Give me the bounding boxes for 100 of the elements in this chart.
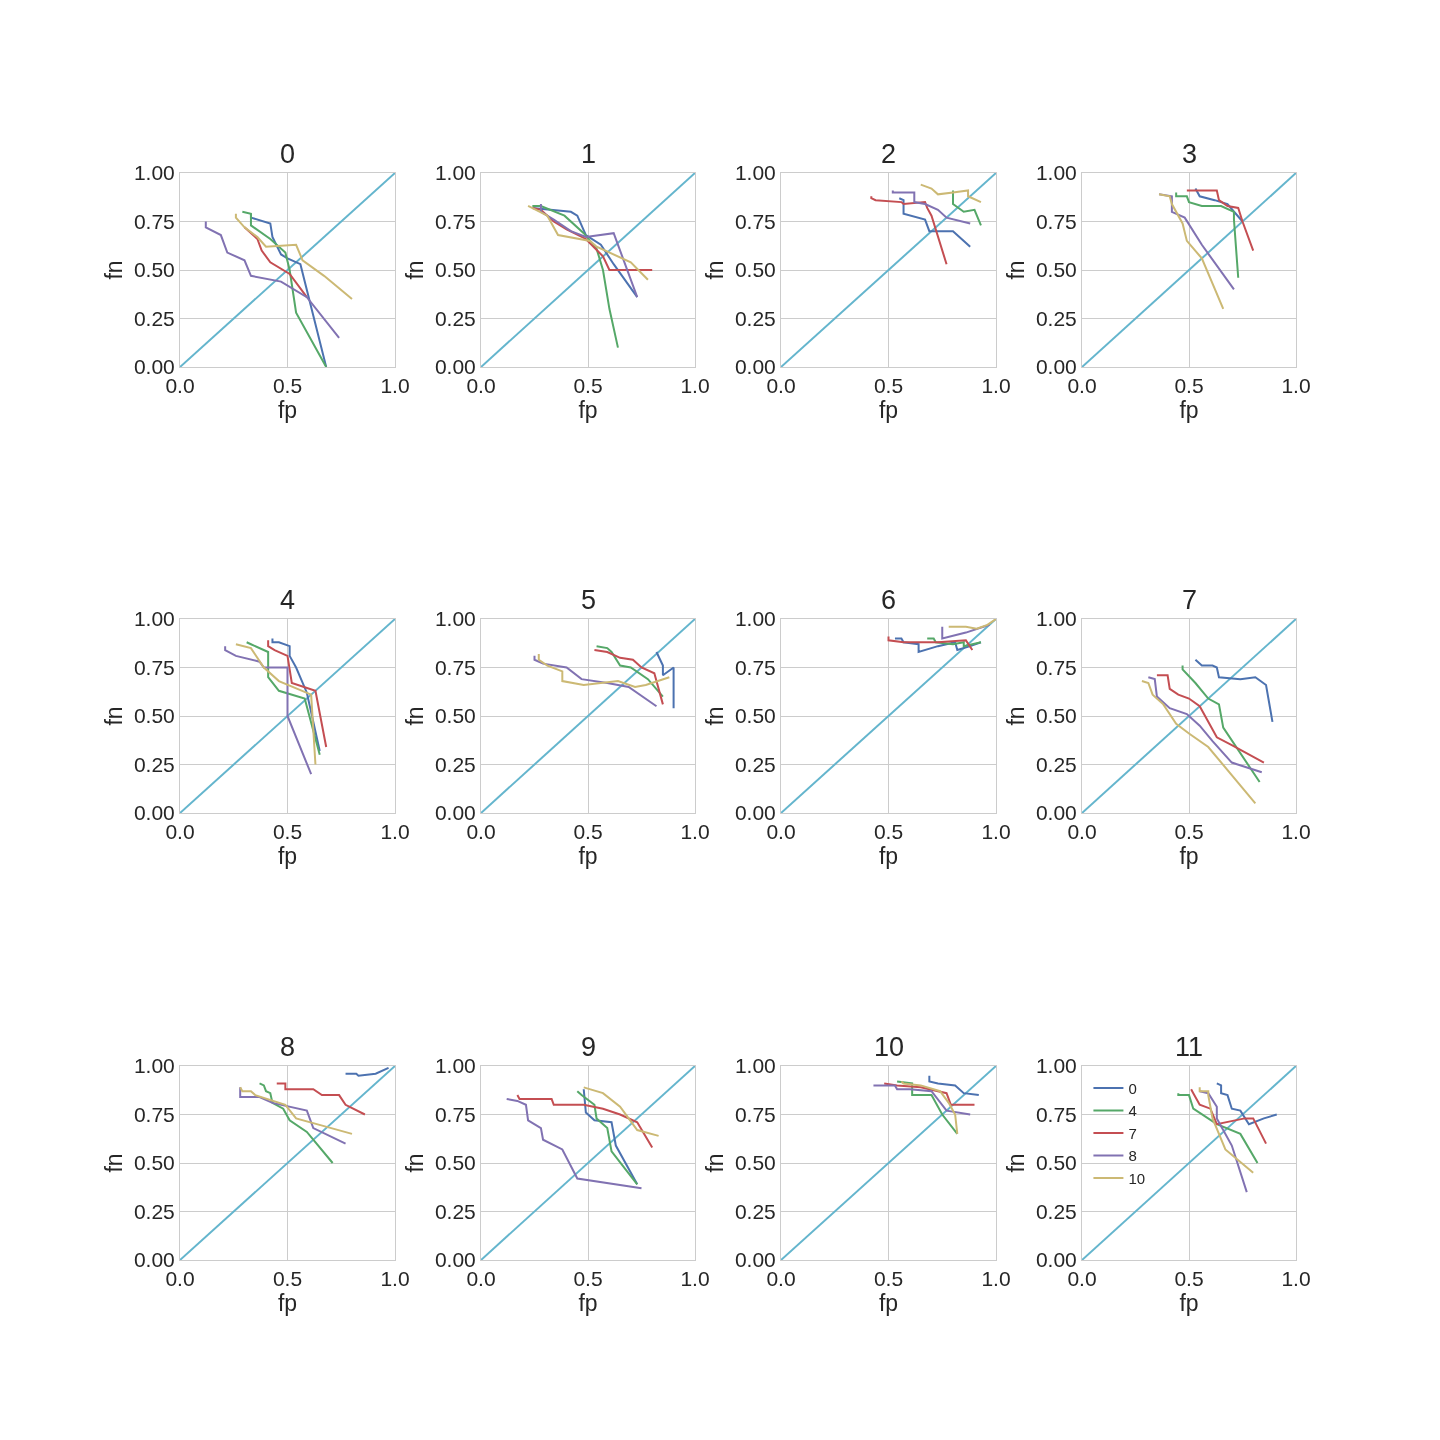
y-tick-label: 0.25 xyxy=(434,752,476,776)
y-tick-label: 0.50 xyxy=(734,704,776,728)
y-tick-label: 0.75 xyxy=(133,1102,175,1126)
line-series xyxy=(245,641,321,756)
y-axis-title: fn xyxy=(402,706,429,726)
line-series xyxy=(919,183,982,204)
y-tick-label: 1.00 xyxy=(1035,1054,1077,1078)
chart-title: 1 xyxy=(581,139,597,169)
x-tick-label: 1.0 xyxy=(680,374,710,398)
y-tick-label: 0.75 xyxy=(1035,209,1077,233)
legend-label: 8 xyxy=(1128,1147,1137,1165)
x-tick-label: 0.5 xyxy=(573,1267,603,1291)
y-tick-label: 1.00 xyxy=(734,161,776,185)
line-series xyxy=(533,654,658,708)
y-tick-label: 0.50 xyxy=(1035,1151,1077,1175)
y-tick-label: 0.75 xyxy=(133,209,175,233)
y-tick-label: 0.75 xyxy=(734,655,776,679)
line-series xyxy=(1198,1090,1248,1194)
y-tick-label: 0.75 xyxy=(1035,655,1077,679)
y-tick-label: 1.00 xyxy=(734,607,776,631)
x-axis-title: fp xyxy=(578,843,598,870)
line-series xyxy=(224,645,313,776)
x-tick-label: 0.5 xyxy=(573,374,603,398)
y-tick-label: 0.75 xyxy=(1035,1102,1077,1126)
x-tick-label: 1.0 xyxy=(1281,1267,1311,1291)
x-axis-title: fp xyxy=(277,843,298,870)
line-series xyxy=(1177,1092,1259,1164)
line-series xyxy=(239,1086,353,1135)
y-axis-title: fn xyxy=(702,1153,729,1173)
y-tick-label: 1.00 xyxy=(1035,161,1077,185)
y-tick-label: 1.00 xyxy=(434,161,476,185)
line-series xyxy=(928,1074,980,1097)
chart-title: 9 xyxy=(581,1032,597,1062)
y-tick-label: 0.50 xyxy=(133,258,175,282)
line-series xyxy=(234,643,317,766)
x-tick-label: 0.5 xyxy=(1174,1267,1204,1291)
x-axis-title: fp xyxy=(1179,1290,1199,1317)
line-series xyxy=(872,1084,972,1116)
y-axis-title: fn xyxy=(702,260,729,280)
line-series xyxy=(239,1086,347,1145)
x-axis-title: fp xyxy=(578,397,598,424)
chart-title: 3 xyxy=(1182,139,1198,169)
y-tick-label: 0.25 xyxy=(133,752,175,776)
chart-title: 2 xyxy=(881,139,897,169)
y-tick-label: 0.25 xyxy=(734,306,776,330)
line-series xyxy=(1198,1086,1255,1174)
line-series xyxy=(941,623,991,640)
x-tick-label: 1.0 xyxy=(380,374,410,398)
line-series xyxy=(258,1082,334,1164)
line-series xyxy=(1194,187,1244,223)
x-tick-label: 1.0 xyxy=(380,1267,410,1291)
line-series xyxy=(537,652,671,688)
line-series xyxy=(267,639,328,749)
x-tick-label: 1.0 xyxy=(981,374,1011,398)
line-series xyxy=(1181,664,1261,783)
x-tick-label: 1.0 xyxy=(380,820,410,844)
y-tick-label: 1.00 xyxy=(133,1054,175,1078)
y-tick-label: 0.50 xyxy=(434,1151,476,1175)
y-tick-label: 1.00 xyxy=(133,607,175,631)
line-series xyxy=(593,649,664,706)
line-series xyxy=(516,1094,654,1149)
line-series xyxy=(527,204,649,281)
line-series xyxy=(655,650,675,710)
y-tick-label: 1.00 xyxy=(434,607,476,631)
line-series xyxy=(531,204,619,349)
y-tick-label: 0.50 xyxy=(1035,704,1077,728)
line-series xyxy=(595,645,664,698)
line-series xyxy=(1140,680,1257,805)
y-tick-label: 0.25 xyxy=(133,1199,175,1223)
y-tick-label: 1.00 xyxy=(734,1054,776,1078)
line-series xyxy=(898,197,972,248)
x-axis-title: fp xyxy=(1179,843,1199,870)
line-series xyxy=(947,619,996,630)
y-tick-label: 0.50 xyxy=(1035,258,1077,282)
chart-title: 7 xyxy=(1182,585,1198,615)
y-axis-title: fn xyxy=(402,260,429,280)
y-tick-label: 1.00 xyxy=(133,161,175,185)
y-tick-label: 0.50 xyxy=(734,258,776,282)
line-series xyxy=(1194,658,1274,723)
y-tick-label: 0.50 xyxy=(133,704,175,728)
x-tick-label: 1.0 xyxy=(680,1267,710,1291)
y-axis-title: fn xyxy=(101,260,128,280)
line-series xyxy=(275,1082,366,1116)
y-tick-label: 0.25 xyxy=(1035,1199,1077,1223)
line-series xyxy=(1175,191,1240,279)
y-tick-label: 0.75 xyxy=(434,655,476,679)
y-axis-title: fn xyxy=(702,706,729,726)
chart-title: 11 xyxy=(1175,1032,1204,1062)
x-tick-label: 0.5 xyxy=(573,820,603,844)
line-series xyxy=(887,635,974,652)
legend-label: 7 xyxy=(1128,1124,1137,1142)
chart-title: 4 xyxy=(280,585,296,615)
chart-title: 10 xyxy=(874,1032,905,1062)
x-axis-title: fp xyxy=(1179,397,1199,424)
y-axis-title: fn xyxy=(1003,1153,1030,1173)
y-tick-label: 0.25 xyxy=(734,1199,776,1223)
y-tick-label: 0.50 xyxy=(434,704,476,728)
line-series xyxy=(891,189,972,225)
chart-title: 0 xyxy=(280,139,296,169)
line-series xyxy=(870,195,948,266)
